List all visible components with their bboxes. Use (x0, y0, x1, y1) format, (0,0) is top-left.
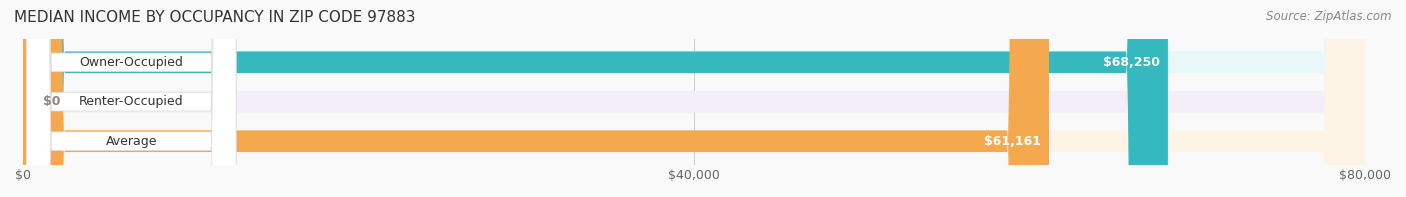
FancyBboxPatch shape (22, 0, 1168, 197)
Text: $68,250: $68,250 (1102, 56, 1160, 69)
FancyBboxPatch shape (22, 0, 1365, 197)
Text: $0: $0 (44, 95, 60, 108)
FancyBboxPatch shape (27, 0, 236, 197)
Text: Source: ZipAtlas.com: Source: ZipAtlas.com (1267, 10, 1392, 23)
Text: Owner-Occupied: Owner-Occupied (79, 56, 183, 69)
FancyBboxPatch shape (27, 0, 236, 197)
Text: $61,161: $61,161 (984, 135, 1040, 148)
FancyBboxPatch shape (27, 0, 236, 197)
Text: Renter-Occupied: Renter-Occupied (79, 95, 184, 108)
FancyBboxPatch shape (22, 0, 1049, 197)
FancyBboxPatch shape (22, 0, 1365, 197)
FancyBboxPatch shape (22, 0, 1365, 197)
Text: MEDIAN INCOME BY OCCUPANCY IN ZIP CODE 97883: MEDIAN INCOME BY OCCUPANCY IN ZIP CODE 9… (14, 10, 416, 25)
Text: Average: Average (105, 135, 157, 148)
